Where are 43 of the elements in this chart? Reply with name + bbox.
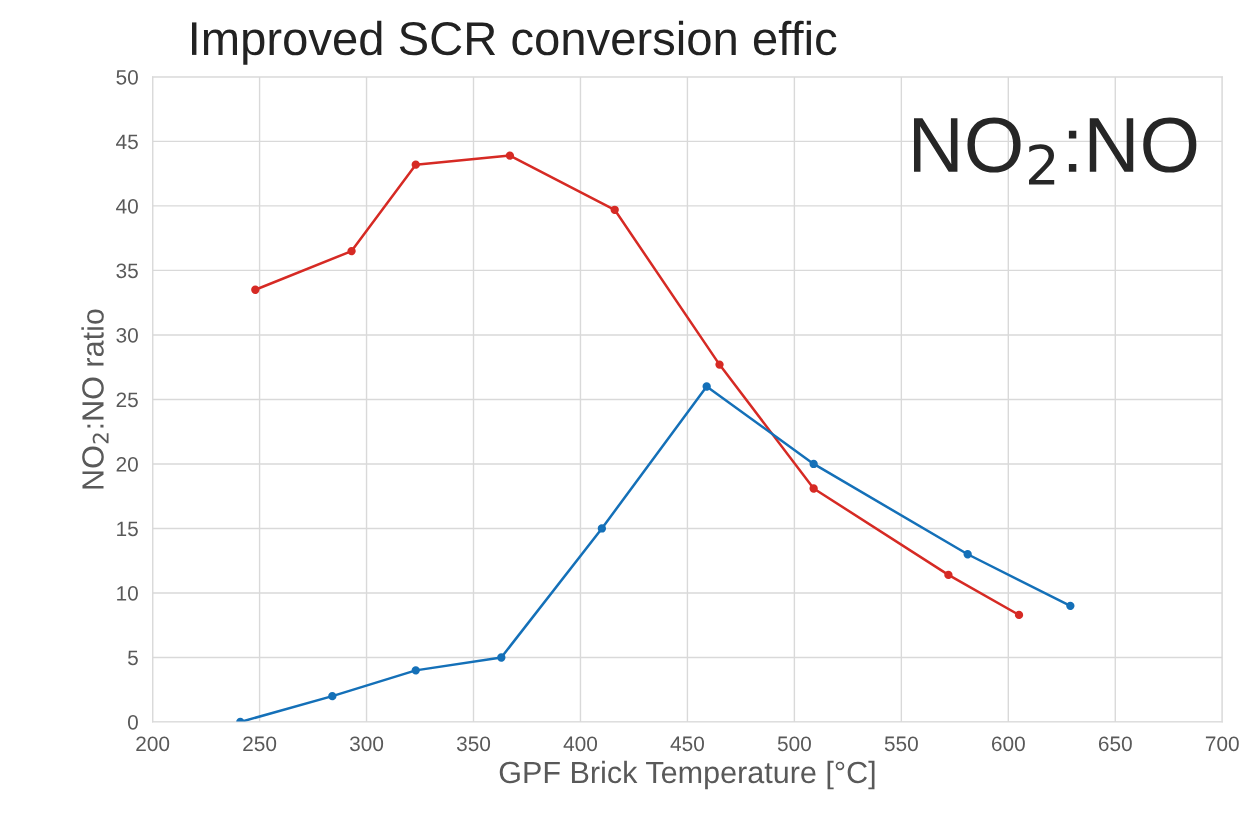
x-tick-label: 600 xyxy=(991,736,1025,752)
y-tick-label: 50 xyxy=(116,69,138,85)
x-tick-label: 700 xyxy=(1205,736,1239,752)
annotation: NO$_{2}$:NO xyxy=(913,117,1197,185)
point xyxy=(610,205,619,214)
point xyxy=(347,246,356,256)
y-tick-label: 15 xyxy=(117,521,138,537)
y-tick-label: 5 xyxy=(127,650,138,666)
point xyxy=(809,459,818,469)
point xyxy=(411,666,420,675)
point xyxy=(963,550,972,559)
x-tick-label: 200 xyxy=(136,736,170,752)
y-tick-label: 20 xyxy=(116,456,138,472)
x-tick-label: 650 xyxy=(1098,736,1132,752)
x-tick-label: 550 xyxy=(884,736,918,752)
y-tick-label: 35 xyxy=(116,263,138,279)
x-tick-label: 400 xyxy=(563,736,598,752)
chart-title: Improved SCR conversion effic xyxy=(192,20,837,65)
point xyxy=(497,653,506,662)
y-axis-title: NO$_{2}$:NO ratio xyxy=(81,309,109,489)
point xyxy=(702,382,711,391)
x-tick-label: 500 xyxy=(777,736,811,752)
x-tick-label: 350 xyxy=(456,736,491,752)
point xyxy=(411,160,420,169)
y-tick-label: 25 xyxy=(116,392,138,408)
x-tick-label: 450 xyxy=(670,736,704,752)
point xyxy=(944,570,953,580)
x-tick-label: 250 xyxy=(243,736,277,752)
point xyxy=(505,151,515,160)
x-tick-label: 300 xyxy=(349,736,384,752)
y-tick-label: 45 xyxy=(116,134,138,150)
y-tick-label: 40 xyxy=(116,198,138,214)
y-tick-label: 10 xyxy=(117,585,138,601)
x-axis-title: GPF Brick Temperature [°C] xyxy=(499,760,875,790)
point xyxy=(328,692,337,701)
point xyxy=(1066,601,1075,611)
point xyxy=(1014,610,1024,620)
y-tick-label: 0 xyxy=(127,714,138,730)
point xyxy=(715,360,724,369)
y-tick-label: 30 xyxy=(116,327,138,343)
point xyxy=(251,285,260,294)
point xyxy=(597,524,607,533)
point xyxy=(809,484,818,493)
